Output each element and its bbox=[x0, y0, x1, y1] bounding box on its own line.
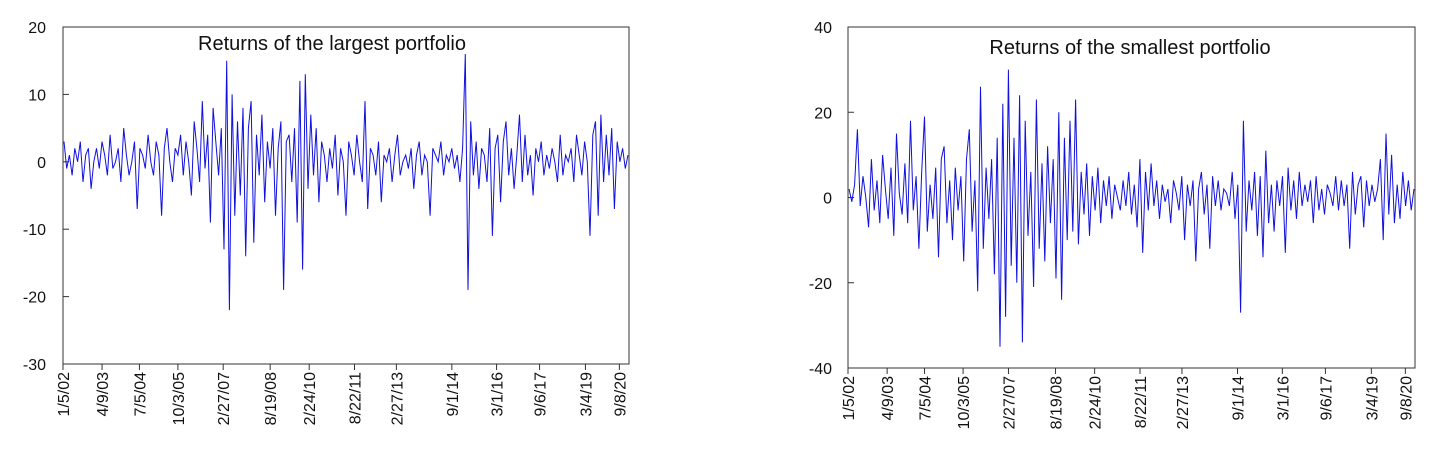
y-tick-label: -20 bbox=[23, 290, 46, 307]
x-tick-label: 2/27/07 bbox=[1001, 376, 1018, 429]
x-tick-label: 10/3/05 bbox=[956, 376, 973, 429]
x-tick-label: 2/24/10 bbox=[1088, 376, 1105, 429]
x-axis: 1/5/02 4/9/03 7/5/04 10/3/05 2/27/07 8/19/08 2… bbox=[56, 364, 629, 425]
x-tick-label: 9/1/14 bbox=[1231, 376, 1248, 421]
y-tick-label: 0 bbox=[37, 155, 46, 172]
y-tick-label: -30 bbox=[23, 357, 46, 374]
x-tick-label: 4/9/03 bbox=[880, 376, 897, 421]
y-tick-label: 20 bbox=[28, 20, 46, 37]
x-tick-label: 9/1/14 bbox=[445, 372, 462, 417]
x-axis: 1/5/02 4/9/03 7/5/04 10/3/05 2/27/07 8/19/08 2… bbox=[841, 368, 1415, 429]
x-tick-label: 2/27/13 bbox=[389, 372, 406, 425]
y-tick-label: -40 bbox=[809, 361, 832, 378]
y-tick-label: 10 bbox=[28, 87, 46, 104]
series-line bbox=[63, 53, 629, 311]
y-tick-label: 0 bbox=[823, 191, 832, 208]
y-tick-label: -20 bbox=[809, 276, 832, 293]
chart-title: Returns of the largest portfolio bbox=[198, 33, 466, 55]
y-axis: 20 10 0 -10 -20 -30 bbox=[23, 20, 69, 374]
series-line bbox=[848, 69, 1415, 347]
plot-frame bbox=[847, 26, 1416, 369]
x-tick-label: 3/4/19 bbox=[578, 372, 595, 417]
plot-frame bbox=[62, 26, 630, 365]
y-axis: 40 20 0 -20 -40 bbox=[809, 20, 854, 378]
x-tick-label: 3/1/16 bbox=[490, 372, 507, 417]
x-tick-label: 1/5/02 bbox=[56, 372, 73, 417]
x-tick-label: 7/5/04 bbox=[132, 372, 149, 417]
chart-panel-smallest: Returns of the smallest portfolio 40 20 0 -… bbox=[809, 20, 1416, 429]
x-tick-label: 8/19/08 bbox=[263, 372, 280, 425]
x-tick-label: 9/6/17 bbox=[533, 372, 550, 417]
y-tick-label: 40 bbox=[814, 20, 832, 37]
x-tick-label: 8/22/11 bbox=[1133, 376, 1150, 428]
y-tick-label: -10 bbox=[23, 222, 46, 239]
x-tick-label: 2/24/10 bbox=[302, 372, 319, 425]
y-tick-label: 20 bbox=[814, 105, 832, 122]
x-tick-label: 2/27/07 bbox=[216, 372, 233, 425]
x-tick-label: 8/19/08 bbox=[1049, 376, 1066, 429]
x-tick-label: 7/5/04 bbox=[918, 376, 935, 421]
x-tick-label: 2/27/13 bbox=[1175, 376, 1192, 429]
x-tick-label: 4/9/03 bbox=[95, 372, 112, 417]
x-tick-label: 1/5/02 bbox=[841, 376, 858, 421]
x-tick-label: 9/8/20 bbox=[612, 372, 629, 417]
x-tick-label: 9/6/17 bbox=[1318, 376, 1335, 421]
chart-title: Returns of the smallest portfolio bbox=[989, 37, 1270, 59]
x-tick-label: 9/8/20 bbox=[1398, 376, 1415, 421]
chart-panel-largest: Returns of the largest portfolio 20 10 0 -1… bbox=[23, 20, 630, 425]
x-tick-label: 8/22/11 bbox=[347, 372, 364, 424]
x-tick-label: 3/1/16 bbox=[1275, 376, 1292, 421]
x-tick-label: 3/4/19 bbox=[1364, 376, 1381, 421]
x-tick-label: 10/3/05 bbox=[171, 372, 188, 425]
